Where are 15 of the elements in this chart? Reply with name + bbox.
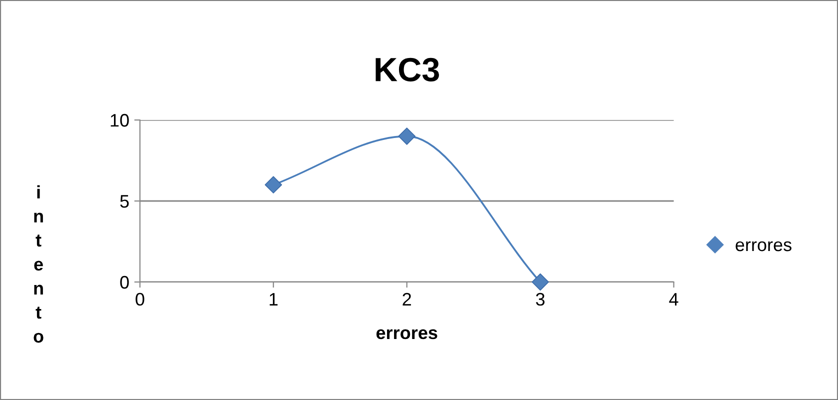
y-tick-label: 5 [120,195,129,208]
x-tick-label: 1 [270,293,278,306]
chart-title: KC3 [376,58,439,82]
point [398,128,416,145]
x-tick-label: 2 [402,292,411,306]
x-tick-label: 0 [136,292,144,306]
x-tick-label: 3 [536,292,545,306]
y-tick-label: 0 [120,276,129,289]
y-axis-title: intento [34,185,44,343]
legend-label: errores [736,241,792,252]
point [532,273,549,291]
x-axis-title: errores [376,329,438,340]
y-tick-label: 10 [110,114,129,127]
x-tick-label: 4 [669,293,678,306]
point [264,176,282,194]
